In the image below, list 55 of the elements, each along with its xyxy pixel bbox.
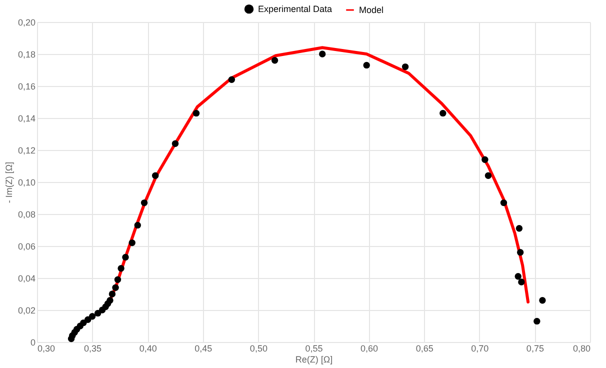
point <box>534 318 540 325</box>
x-axis-title: Re(Z) [Ω] <box>295 354 333 364</box>
point <box>122 254 129 261</box>
point <box>440 110 446 117</box>
x-tick-label: 0,75 <box>526 344 544 354</box>
point <box>152 172 159 179</box>
y-axis-title: - Im(Z) [Ω] <box>4 162 14 204</box>
point <box>128 239 136 246</box>
y-tick-label: 0,04 <box>18 274 36 284</box>
y-tick-label: 0,16 <box>18 82 36 92</box>
x-tick-label: 0,70 <box>471 344 489 354</box>
point <box>402 63 409 70</box>
legend-label: Experimental Data <box>258 4 332 14</box>
point <box>108 290 116 298</box>
point <box>516 225 523 232</box>
point <box>516 249 524 256</box>
x-tick-label: 0,55 <box>305 344 323 354</box>
x-tick-label: 0,40 <box>139 344 157 354</box>
point <box>114 276 122 283</box>
point <box>106 297 114 304</box>
y-tick-label: 0,06 <box>18 242 36 252</box>
point <box>140 199 148 206</box>
x-tick-label: 0,45 <box>194 344 212 354</box>
y-tick-label: 0,18 <box>18 50 36 60</box>
y-tick-label: 0,12 <box>18 146 36 156</box>
y-tick-label: 0,02 <box>18 306 36 316</box>
point <box>112 284 119 291</box>
point <box>514 273 522 280</box>
point <box>518 278 525 286</box>
point <box>192 110 200 117</box>
x-tick-label: 0,35 <box>84 344 102 354</box>
point <box>500 199 508 206</box>
y-tick-label: 0,14 <box>18 114 36 124</box>
y-tick-label: 0,20 <box>18 18 36 28</box>
point <box>228 76 236 83</box>
point <box>94 310 102 317</box>
point <box>118 265 124 272</box>
point <box>484 172 492 179</box>
point <box>318 50 326 58</box>
x-tick-label: 0,50 <box>250 344 268 354</box>
x-tick-label: 0,65 <box>416 344 434 354</box>
point <box>363 62 370 69</box>
y-tick-label: 0,08 <box>18 210 36 220</box>
y-tick-label: 0 <box>30 338 36 348</box>
x-tick-label: 0,30 <box>38 344 56 354</box>
point <box>271 57 278 64</box>
x-tick-label: 0,60 <box>360 344 378 354</box>
point <box>134 222 141 229</box>
legend-label: Model <box>359 5 384 15</box>
x-tick-label: 0,80 <box>572 344 590 354</box>
point <box>88 313 96 320</box>
point <box>539 297 546 304</box>
point <box>482 156 488 163</box>
point <box>172 140 179 147</box>
y-tick-label: 0,10 <box>18 178 36 188</box>
